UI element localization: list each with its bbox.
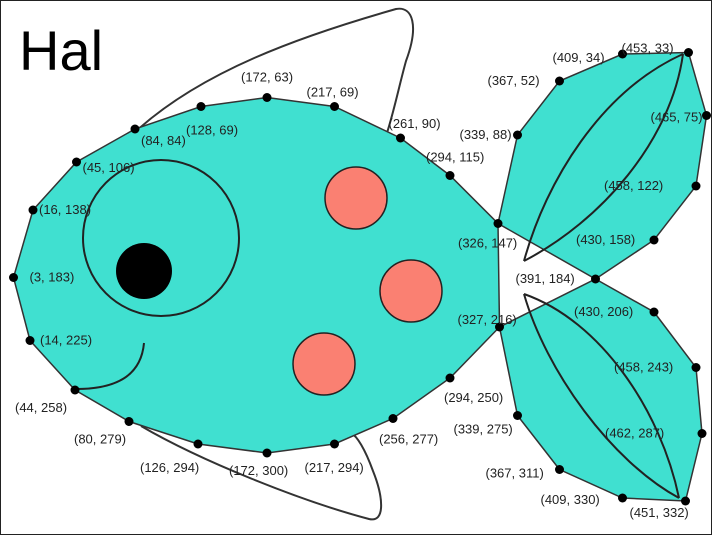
point-172-300-label: (172, 300)	[229, 463, 288, 478]
tail-lower-curve-outer	[523, 293, 680, 499]
point-465-75-label: (465, 75)	[651, 110, 703, 125]
point-391-184-dot	[591, 274, 600, 284]
point-294-115-label: (294, 115)	[426, 150, 484, 165]
point-326-147-label: (326, 147)	[458, 236, 517, 251]
point-453-33-label: (453, 33)	[622, 41, 674, 56]
point-16-138-label: (16, 138)	[39, 202, 91, 217]
tail-fin-upper	[497, 51, 708, 280]
point-367-311-label: (367, 311)	[486, 466, 544, 481]
point-409-34-label: (409, 34)	[553, 50, 605, 65]
point-339-88-label: (339, 88)	[460, 127, 512, 142]
point-172-300-dot	[262, 448, 272, 458]
point-339-275-dot	[513, 411, 522, 420]
point-430-206-dot	[649, 307, 659, 317]
point-430-158-dot	[649, 235, 659, 245]
point-80-279-dot	[124, 417, 134, 426]
point-430-206-label: (430, 206)	[574, 304, 633, 319]
dorsal-fin	[133, 7, 414, 140]
spot-middle	[379, 259, 443, 323]
eye-ring	[82, 159, 240, 317]
point-172-63-dot	[262, 93, 272, 102]
point-294-250-label: (294, 250)	[444, 390, 503, 405]
point-217-294-label: (217, 294)	[305, 460, 364, 475]
spot-top	[324, 166, 388, 230]
point-14-225-dot	[25, 336, 35, 345]
point-16-138-dot	[28, 205, 38, 215]
eye-pupil	[116, 243, 172, 299]
point-462-287-label: (462, 287)	[605, 426, 664, 441]
point-409-330-label: (409, 330)	[541, 492, 600, 507]
point-458-243-label: (458, 243)	[614, 360, 673, 375]
tail-lower-curve-inner	[523, 293, 680, 499]
point-128-69-dot	[196, 102, 206, 111]
diagram-title: Hal	[19, 19, 104, 82]
point-44-258-dot	[70, 385, 80, 395]
point-128-69-label: (128, 69)	[186, 123, 238, 138]
ventral-fin	[140, 425, 383, 521]
mouth	[75, 342, 145, 390]
point-217-69-label: (217, 69)	[307, 85, 359, 100]
point-217-69-dot	[330, 102, 339, 111]
tail-upper-curve-outer	[523, 53, 684, 262]
point-294-115-dot	[445, 171, 455, 180]
point-462-287-dot	[697, 429, 707, 438]
point-3-183-dot	[9, 273, 18, 282]
point-261-90-label: (261, 90)	[389, 116, 441, 131]
tail-upper-curve-inner	[523, 53, 684, 262]
point-453-33-dot	[684, 48, 693, 57]
point-458-243-dot	[691, 363, 701, 372]
point-256-277-dot	[388, 414, 398, 423]
point-294-250-dot	[445, 373, 455, 383]
points-layer: (3, 183) (16, 138) (45, 106) (84, 84)(128, …	[9, 41, 711, 520]
point-367-311-dot	[555, 465, 564, 474]
point-451-332-label: (451, 332)	[630, 505, 689, 520]
point-430-158-label: (430, 158)	[576, 232, 635, 247]
point-451-332-dot	[681, 496, 690, 506]
point-327-216-dot	[495, 322, 504, 332]
point-458-122-dot	[691, 181, 701, 191]
point-45-106-dot	[72, 157, 81, 167]
point-126-294-label: (126, 294)	[140, 460, 199, 475]
point-367-52-dot	[555, 76, 564, 86]
point-339-275-label: (339, 275)	[454, 422, 513, 437]
point-327-216-label: (327, 216)	[458, 312, 517, 327]
point-217-294-dot	[330, 439, 339, 449]
point-326-147-dot	[493, 219, 503, 228]
point-409-34-dot	[618, 49, 627, 59]
point-84-84-dot	[130, 124, 140, 134]
point-458-122-label: (458, 122)	[604, 178, 663, 193]
tail-fin-lower	[498, 278, 703, 502]
point-367-52-label: (367, 52)	[488, 73, 540, 88]
point-339-88-dot	[513, 130, 522, 140]
point-409-330-dot	[618, 493, 627, 503]
point-172-63-label: (172, 63)	[241, 70, 293, 85]
point-261-90-dot	[396, 133, 405, 143]
point-256-277-label: (256, 277)	[379, 432, 438, 447]
point-45-106-label: (45, 106)	[83, 160, 135, 175]
point-44-258-label: (44, 258)	[15, 400, 67, 415]
point-80-279-label: (80, 279)	[74, 432, 126, 447]
point-391-184-label: (391, 184)	[516, 271, 575, 286]
point-465-75-dot	[702, 111, 711, 120]
point-3-183-label: (3, 183)	[30, 270, 75, 285]
point-126-294-dot	[193, 439, 203, 449]
point-14-225-label: (14, 225)	[40, 333, 92, 348]
spot-bottom	[292, 332, 356, 396]
point-84-84-label: (84, 84)	[141, 133, 186, 148]
